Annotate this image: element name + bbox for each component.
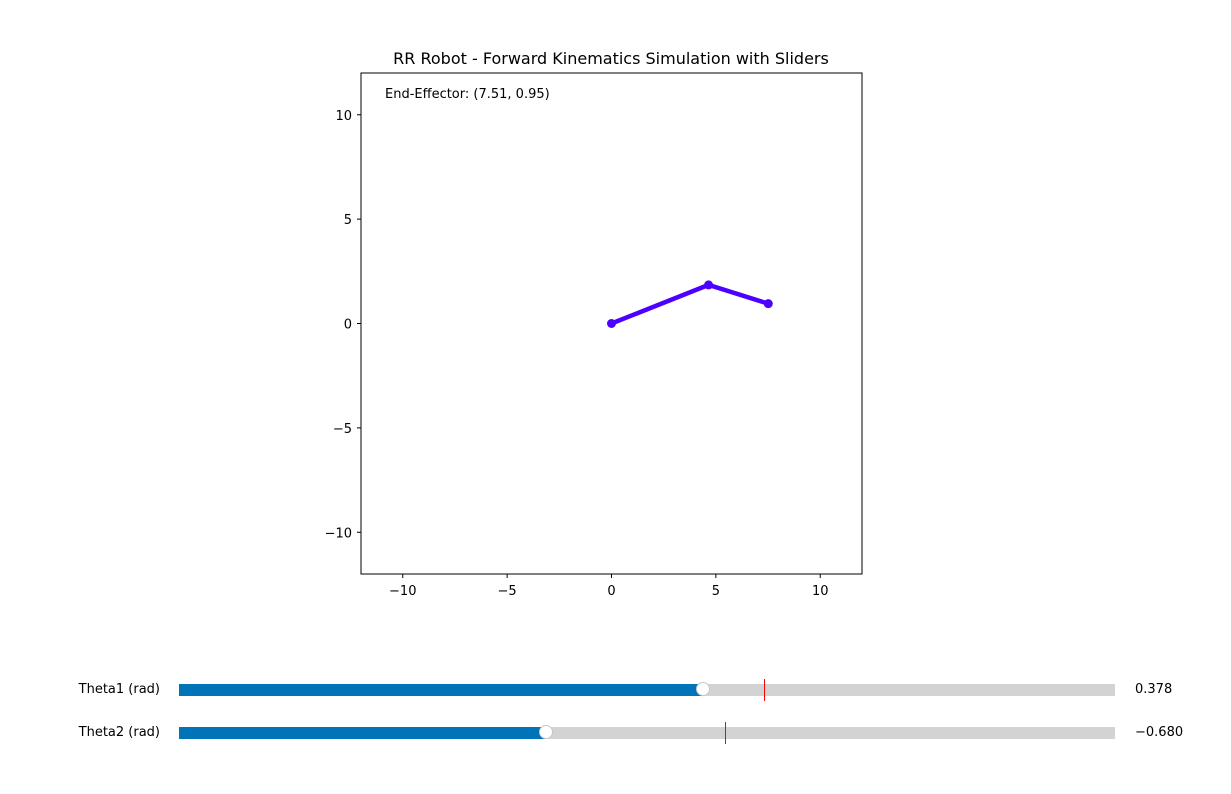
theta2-slider[interactable] xyxy=(179,722,1115,744)
robot-arm xyxy=(607,280,773,328)
y-axis-ticks: −10 −5 0 5 10 xyxy=(325,109,361,541)
theta1-slider-label: Theta1 (rad) xyxy=(78,682,160,697)
theta1-slider-value: 0.378 xyxy=(1135,682,1173,697)
y-tick-label: 0 xyxy=(344,318,352,333)
x-tick-label: 0 xyxy=(607,584,615,599)
base-joint xyxy=(607,319,616,328)
y-tick-label: 10 xyxy=(335,109,352,124)
theta2-slider-row: Theta2 (rad) −0.680 xyxy=(0,722,1231,744)
y-tick-label: −10 xyxy=(325,526,352,541)
x-tick-label: −5 xyxy=(498,584,517,599)
x-tick-label: 10 xyxy=(812,584,829,599)
theta2-slider-label: Theta2 (rad) xyxy=(78,725,160,740)
theta1-slider-handle[interactable] xyxy=(696,682,711,696)
theta1-slider-row: Theta1 (rad) 0.378 xyxy=(0,679,1231,701)
theta2-initial-marker xyxy=(725,722,727,744)
chart-title: RR Robot - Forward Kinematics Simulation… xyxy=(393,49,829,68)
elbow-joint xyxy=(704,280,714,290)
theta2-slider-fill xyxy=(179,727,546,739)
y-tick-label: 5 xyxy=(344,213,352,228)
theta1-slider-fill xyxy=(179,684,704,696)
theta1-slider[interactable] xyxy=(179,679,1115,701)
x-tick-label: 5 xyxy=(712,584,720,599)
x-tick-label: −10 xyxy=(389,584,416,599)
end-effector-annotation: End-Effector: (7.51, 0.95) xyxy=(385,87,550,102)
end-effector-point xyxy=(763,299,773,309)
theta2-slider-value: −0.680 xyxy=(1135,725,1184,740)
theta2-slider-handle[interactable] xyxy=(538,725,553,739)
theta1-initial-marker xyxy=(763,679,765,701)
y-tick-label: −5 xyxy=(333,422,352,437)
x-axis-ticks: −10 −5 0 5 10 xyxy=(389,574,829,599)
